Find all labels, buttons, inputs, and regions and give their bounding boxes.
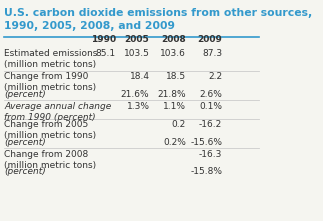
Text: 2.6%: 2.6% [199,90,222,99]
Text: 21.8%: 21.8% [157,90,186,99]
Text: 1990: 1990 [90,35,116,44]
Text: 1.3%: 1.3% [127,102,150,111]
Text: -15.8%: -15.8% [190,167,222,176]
Text: 0.2: 0.2 [172,120,186,129]
Text: 2009: 2009 [197,35,222,44]
Text: 18.5: 18.5 [166,72,186,81]
Text: (percent): (percent) [4,138,46,147]
Text: 103.6: 103.6 [160,50,186,58]
Text: (percent): (percent) [4,90,46,99]
Text: 2005: 2005 [125,35,150,44]
Text: 87.3: 87.3 [202,50,222,58]
Text: 2.2: 2.2 [208,72,222,81]
Text: Estimated emissions
(million metric tons): Estimated emissions (million metric tons… [4,50,97,69]
Text: (percent): (percent) [4,167,46,176]
Text: Average annual change
from 1990 (percent): Average annual change from 1990 (percent… [4,102,111,122]
Text: U.S. carbon dioxide emissions from other sources,
1990, 2005, 2008, and 2009: U.S. carbon dioxide emissions from other… [4,8,312,31]
Text: Change from 2008
(million metric tons): Change from 2008 (million metric tons) [4,150,96,170]
Text: Change from 2005
(million metric tons): Change from 2005 (million metric tons) [4,120,96,140]
Text: 1.1%: 1.1% [163,102,186,111]
Text: -16.2: -16.2 [199,120,222,129]
Text: 85.1: 85.1 [96,50,116,58]
Text: Change from 1990
(million metric tons): Change from 1990 (million metric tons) [4,72,96,92]
Text: -15.6%: -15.6% [190,138,222,147]
Text: 21.6%: 21.6% [121,90,150,99]
Text: 18.4: 18.4 [130,72,150,81]
Text: -16.3: -16.3 [199,150,222,159]
Text: 0.2%: 0.2% [163,138,186,147]
Text: 103.5: 103.5 [124,50,150,58]
Text: 2008: 2008 [161,35,186,44]
Text: 0.1%: 0.1% [199,102,222,111]
